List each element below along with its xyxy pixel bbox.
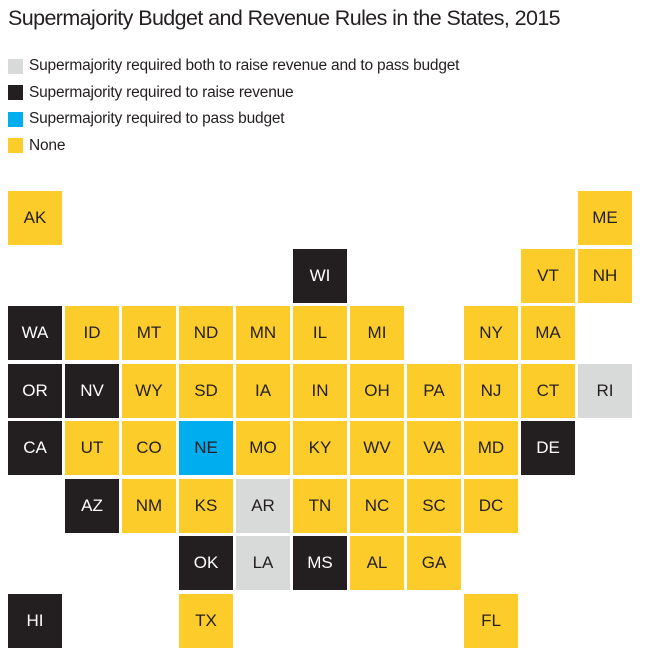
state-tile-ms: MS <box>293 536 347 590</box>
state-tile-wy: WY <box>122 364 176 418</box>
state-tile-nd: ND <box>179 306 233 360</box>
state-tile-ks: KS <box>179 479 233 533</box>
state-tile-wa: WA <box>8 306 62 360</box>
state-tile-dc: DC <box>464 479 518 533</box>
state-tile-mt: MT <box>122 306 176 360</box>
state-tile-mo: MO <box>236 421 290 475</box>
state-tile-me: ME <box>578 191 632 245</box>
state-tile-nj: NJ <box>464 364 518 418</box>
state-tile-hi: HI <box>8 594 62 648</box>
state-tile-ne: NE <box>179 421 233 475</box>
state-tile-ok: OK <box>179 536 233 590</box>
state-tile-mi: MI <box>350 306 404 360</box>
state-tile-mn: MN <box>236 306 290 360</box>
legend-swatch-budget <box>8 111 23 127</box>
state-tile-ct: CT <box>521 364 575 418</box>
legend-swatch-revenue <box>8 85 23 101</box>
legend-label-revenue: Supermajority required to raise revenue <box>29 83 294 101</box>
state-tile-md: MD <box>464 421 518 475</box>
state-tile-sd: SD <box>179 364 233 418</box>
map-title: Supermajority Budget and Revenue Rules i… <box>8 6 561 30</box>
state-tile-ga: GA <box>407 536 461 590</box>
state-tile-wv: WV <box>350 421 404 475</box>
state-tile-sc: SC <box>407 479 461 533</box>
state-tile-ca: CA <box>8 421 62 475</box>
state-tile-ut: UT <box>65 421 119 475</box>
legend-item-revenue: Supermajority required to raise revenue <box>8 80 459 107</box>
legend-item-budget: Supermajority required to pass budget <box>8 106 459 133</box>
legend-item-none: None <box>8 133 459 160</box>
state-tile-ky: KY <box>293 421 347 475</box>
state-tile-or: OR <box>8 364 62 418</box>
legend-label-none: None <box>29 136 66 154</box>
state-tile-il: IL <box>293 306 347 360</box>
state-tile-fl: FL <box>464 594 518 648</box>
legend-item-both: Supermajority required both to raise rev… <box>8 53 459 80</box>
state-tile-co: CO <box>122 421 176 475</box>
state-tile-nh: NH <box>578 249 632 303</box>
state-tile-in: IN <box>293 364 347 418</box>
legend-label-both: Supermajority required both to raise rev… <box>29 57 460 75</box>
state-tile-la: LA <box>236 536 290 590</box>
state-tile-al: AL <box>350 536 404 590</box>
state-tile-wi: WI <box>293 249 347 303</box>
state-tile-de: DE <box>521 421 575 475</box>
legend-swatch-none <box>8 138 23 154</box>
legend-label-budget: Supermajority required to pass budget <box>29 110 285 128</box>
state-tile-oh: OH <box>350 364 404 418</box>
state-tile-ma: MA <box>521 306 575 360</box>
state-tile-az: AZ <box>65 479 119 533</box>
state-tile-tn: TN <box>293 479 347 533</box>
state-tile-nv: NV <box>65 364 119 418</box>
state-tile-vt: VT <box>521 249 575 303</box>
state-tile-id: ID <box>65 306 119 360</box>
state-tile-va: VA <box>407 421 461 475</box>
state-tile-nc: NC <box>350 479 404 533</box>
state-tile-ar: AR <box>236 479 290 533</box>
state-tile-pa: PA <box>407 364 461 418</box>
state-tile-nm: NM <box>122 479 176 533</box>
state-tile-ri: RI <box>578 364 632 418</box>
state-tile-ny: NY <box>464 306 518 360</box>
state-tile-tx: TX <box>179 594 233 648</box>
state-tile-ak: AK <box>8 191 62 245</box>
legend-swatch-both <box>8 58 23 74</box>
state-tile-ia: IA <box>236 364 290 418</box>
legend: Supermajority required both to raise rev… <box>8 53 459 159</box>
